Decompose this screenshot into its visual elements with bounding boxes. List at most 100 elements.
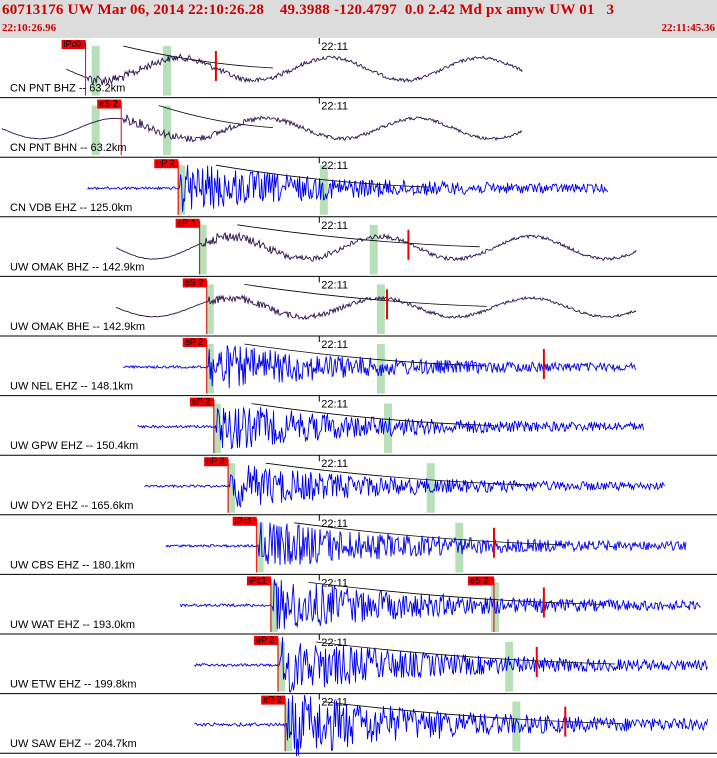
phase-window-band: [369, 224, 378, 275]
phase-pick-label: iPc0: [64, 39, 82, 49]
waveform-trace: [144, 465, 665, 508]
phase-pick-label: eS 2: [185, 277, 204, 287]
phase-window-band: [162, 46, 171, 96]
phase-pick-flag: [189, 397, 214, 407]
predicted-curve: [123, 45, 273, 69]
waveform-trace: [66, 53, 523, 86]
waveform-trace: [194, 695, 708, 757]
phase-window-band: [455, 522, 464, 573]
phase-window-band: [277, 642, 286, 692]
waveform-trace: [1, 114, 523, 143]
predicted-curve: [237, 224, 480, 248]
waveform-trace: [122, 344, 637, 389]
waveform-trace: [115, 294, 637, 321]
trace-row: 22:11 eP 2 UW NEL EHZ -- 148.1km: [0, 336, 717, 397]
minute-tick-label: 22:11: [321, 637, 348, 649]
phase-pick-label: eP 2: [156, 158, 174, 168]
phase-window-band: [162, 105, 171, 156]
waveform-trace: [87, 164, 609, 212]
predicted-curve: [158, 105, 273, 128]
phase-pick-label: eP 2: [192, 397, 210, 407]
event-title: 60713176 UW Mar 06, 2014 22:10:26.28 49.…: [2, 2, 615, 18]
phase-pick-flag: [246, 576, 271, 586]
start-time-label: 22:10:26.96: [2, 22, 57, 34]
phase-pick-flag: [61, 40, 86, 49]
phase-pick-flag: [261, 695, 286, 705]
phase-window-band: [505, 642, 514, 692]
phase-pick-flag: [182, 338, 207, 347]
minute-tick-label: 22:11: [321, 458, 348, 470]
phase-window-band: [227, 463, 236, 513]
phase-pick-flag: [97, 99, 122, 109]
phase-pick-flag: [154, 159, 179, 169]
phase-pick-flag: [467, 576, 494, 586]
seismogram-panel: 22:11 iPc0 CN PNT BHZ -- 63.2km 22:11 eS 2 CN…: [0, 38, 717, 757]
trace-row: 22:11 eS 2 CN PNT BHN -- 63.2km: [0, 97, 717, 158]
phase-window-band: [198, 224, 207, 275]
trace-row: 22:11 eP 2 UW DY2 EHZ -- 165.6km: [0, 455, 717, 516]
phase-window-band: [384, 403, 393, 454]
waveform-trace: [137, 407, 644, 449]
trace-row: 22:11 eP 2 CN VDB EHZ -- 125.0km: [0, 157, 717, 218]
station-label: UW OMAK BHE -- 142.9km: [10, 321, 145, 333]
phase-pick-label: eS 2: [99, 99, 118, 109]
predicted-curve: [294, 522, 566, 546]
minute-tick-label: 22:11: [321, 339, 348, 351]
phase-pick-label: eS 2: [470, 575, 489, 585]
phase-pick-label: iPc1: [235, 516, 253, 526]
event-header: 60713176 UW Mar 06, 2014 22:10:26.28 49.…: [0, 0, 717, 38]
station-label: UW NEL EHZ -- 148.1km: [10, 381, 133, 393]
phase-pick-label: eP 2: [185, 337, 203, 347]
station-label: UW ETW EHZ -- 199.8km: [10, 679, 137, 691]
phase-pick-label: eP 1: [178, 218, 196, 228]
phase-pick-flag: [175, 218, 200, 228]
phase-window-band: [91, 105, 100, 156]
predicted-curve: [308, 582, 601, 605]
phase-pick-label: eP 2: [256, 635, 274, 645]
predicted-curve: [251, 403, 494, 426]
station-label: CN PNT BHN -- 63.2km: [10, 142, 127, 154]
waveform-trace: [194, 636, 708, 693]
predicted-curve: [322, 701, 623, 724]
phase-pick-label: eP 2: [263, 695, 281, 705]
minute-tick-label: 22:11: [321, 101, 348, 113]
trace-row: 22:11 eS 2 UW OMAK BHE -- 142.9km: [0, 276, 717, 337]
minute-tick-label: 22:11: [321, 41, 348, 53]
predicted-curve: [215, 164, 430, 188]
station-label: CN PNT BHZ -- 63.2km: [10, 83, 125, 95]
phase-pick-flag: [182, 278, 207, 288]
trace-row: 22:11 eP 2 UW GPW EHZ -- 150.4km: [0, 395, 717, 456]
minute-tick-label: 22:11: [321, 399, 348, 411]
trace-row: 22:11 iPc0 CN PNT BHZ -- 63.2km: [0, 38, 717, 99]
phase-window-band: [269, 582, 278, 632]
waveform-trace: [179, 579, 701, 629]
minute-tick-label: 22:11: [321, 220, 348, 232]
waveform-trace: [165, 521, 687, 566]
phase-window-band: [512, 701, 521, 752]
phase-window-band: [319, 165, 328, 215]
phase-window-band: [426, 463, 435, 513]
end-time-label: 22:11:45.36: [661, 22, 715, 34]
minute-tick-label: 22:11: [321, 279, 348, 291]
phase-window-band: [91, 46, 100, 96]
trace-row: 22:11 eP 1 UW OMAK BHZ -- 142.9km: [0, 216, 717, 277]
phase-pick-flag: [204, 457, 229, 467]
minute-tick-label: 22:11: [321, 160, 348, 172]
station-label: UW SAW EHZ -- 204.7km: [10, 738, 137, 750]
phase-window-band: [376, 284, 385, 334]
phase-pick-label: eP 2: [206, 456, 224, 466]
station-label: UW CBS EHZ -- 180.1km: [10, 559, 135, 571]
trace-row: 22:11 eP 2 UW ETW EHZ -- 199.8km: [0, 634, 717, 695]
phase-pick-flag: [232, 516, 257, 526]
phase-pick-label: iPc1: [249, 575, 267, 585]
station-label: UW DY2 EHZ -- 165.6km: [10, 500, 133, 512]
waveform-trace: [116, 231, 637, 262]
station-label: UW WAT EHZ -- 193.0km: [10, 619, 135, 631]
phase-pick-flag: [254, 636, 279, 645]
predicted-curve: [265, 462, 537, 486]
phase-window-band: [205, 284, 214, 334]
phase-window-band: [177, 165, 186, 215]
